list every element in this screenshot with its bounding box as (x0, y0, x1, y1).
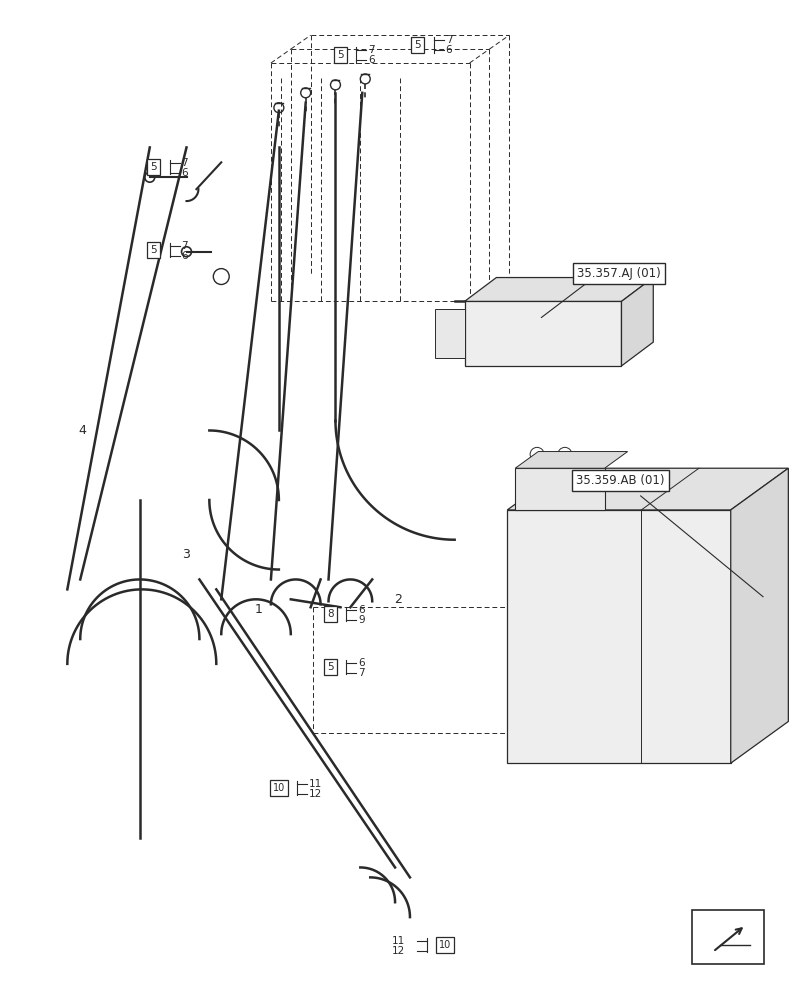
Text: 35.357.AJ (01): 35.357.AJ (01) (577, 267, 660, 280)
Text: 7: 7 (182, 241, 188, 251)
Text: 10: 10 (273, 783, 285, 793)
Text: 6: 6 (446, 45, 452, 55)
Text: 6: 6 (358, 605, 365, 615)
Text: 5: 5 (150, 245, 157, 255)
Polygon shape (507, 468, 789, 510)
Polygon shape (465, 278, 654, 301)
Text: 7: 7 (358, 668, 365, 678)
Text: 5: 5 (327, 662, 334, 672)
Text: 5: 5 (337, 50, 343, 60)
Polygon shape (621, 278, 654, 366)
Text: 8: 8 (327, 609, 334, 619)
Polygon shape (465, 301, 621, 366)
Text: 7: 7 (368, 45, 375, 55)
Text: 11: 11 (309, 779, 322, 789)
Polygon shape (730, 468, 789, 763)
Text: 5: 5 (415, 40, 421, 50)
Text: 7: 7 (182, 158, 188, 168)
Text: 1: 1 (255, 603, 263, 616)
Text: 2: 2 (394, 593, 402, 606)
Text: 6: 6 (182, 168, 188, 178)
Polygon shape (507, 510, 730, 763)
Polygon shape (692, 910, 764, 964)
Text: 6: 6 (182, 251, 188, 261)
Text: 35.359.AB (01): 35.359.AB (01) (576, 474, 665, 487)
Text: 4: 4 (78, 424, 86, 437)
Text: 5: 5 (150, 162, 157, 172)
Polygon shape (435, 309, 465, 358)
Polygon shape (516, 452, 628, 468)
Text: 7: 7 (446, 35, 452, 45)
Text: 3: 3 (183, 548, 191, 561)
Text: 6: 6 (358, 658, 365, 668)
Text: 6: 6 (368, 55, 375, 65)
Text: 12: 12 (392, 946, 405, 956)
Text: 12: 12 (309, 789, 322, 799)
Text: 11: 11 (392, 936, 405, 946)
Text: 10: 10 (439, 940, 451, 950)
Text: 9: 9 (358, 615, 365, 625)
Polygon shape (516, 468, 604, 510)
